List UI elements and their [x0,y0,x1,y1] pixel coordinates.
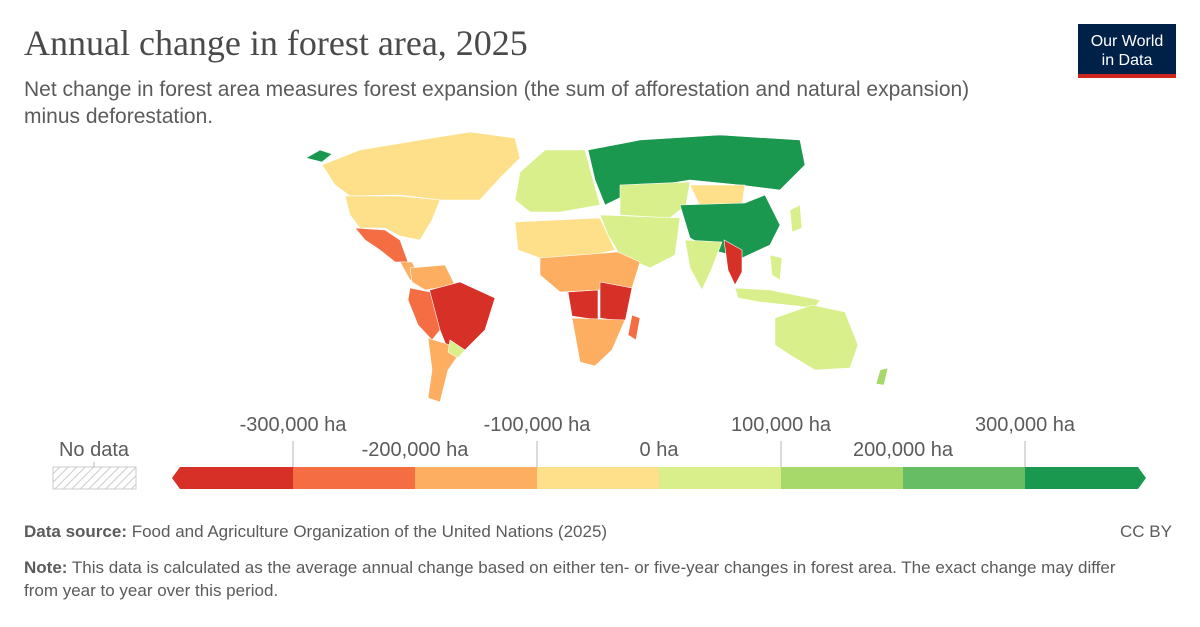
note-label: Note: [24,558,68,577]
logo-line1: Our World [1090,33,1164,50]
country-central-africa[interactable] [539,251,641,293]
country-north-africa[interactable] [514,217,616,259]
no-data-label: No data [58,439,130,461]
country-canada[interactable] [321,131,521,201]
legend-tick-label: 0 ha [639,439,679,461]
logo-line2: in Data [1101,52,1153,69]
country-east-africa[interactable] [599,281,633,323]
country-usa[interactable] [344,195,441,241]
source-label: Data source: [24,522,127,541]
legend-tick-label: 100,000 ha [730,414,832,436]
license[interactable]: CC BY [1120,522,1172,541]
country-indonesia[interactable] [734,287,821,309]
legend-tick-label: 200,000 ha [852,439,954,461]
legend-tick-label: 300,000 ha [974,414,1076,436]
legend-bin[interactable] [537,467,659,489]
legend-bin[interactable] [293,467,415,489]
country-australia[interactable] [774,304,859,371]
country-new-zealand[interactable] [875,367,889,386]
country-southern-africa[interactable] [571,317,626,367]
country-europe[interactable] [514,149,601,213]
country-philippines[interactable] [769,254,783,281]
country-mongolia[interactable] [689,184,746,207]
source-text[interactable]: Food and Agriculture Organization of the… [131,522,608,541]
legend-tick-label: -100,000 ha [483,414,591,436]
country-uruguay-paraguay[interactable] [447,339,466,359]
legend-bin[interactable] [781,467,903,489]
country-central-asia[interactable] [619,181,691,219]
legend-bin[interactable] [659,467,781,489]
country-india[interactable] [684,239,723,291]
note-text: This data is calculated as the average a… [24,558,1116,600]
country-greenland[interactable] [305,149,333,163]
legend-bin[interactable] [172,467,293,489]
country-myanmar-cambodia[interactable] [723,239,743,286]
owid-logo[interactable]: Our World in Data [1078,24,1176,78]
country-angola[interactable] [567,289,599,321]
no-data-swatch[interactable] [52,466,137,490]
legend-bin[interactable] [415,467,537,489]
country-madagascar[interactable] [627,314,641,341]
page-title: Annual change in forest area, 2025 [24,23,528,63]
country-japan[interactable] [789,204,803,233]
subtitle: Net change in forest area measures fores… [24,78,970,128]
legend-bin[interactable] [1025,467,1146,489]
legend-tick-label: -300,000 ha [239,414,347,436]
legend-tick-label: -200,000 ha [361,439,469,461]
legend-bin[interactable] [903,467,1025,489]
